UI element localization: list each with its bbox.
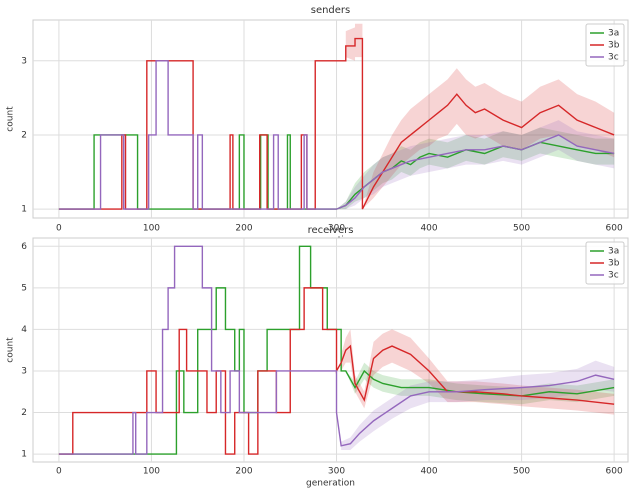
chart-title: senders (311, 5, 351, 16)
y-tick-label: 2 (21, 130, 27, 140)
x-tick-label: 200 (235, 224, 252, 234)
x-tick-label: 300 (328, 224, 345, 234)
chart-title: receivers (308, 225, 354, 236)
y-tick-label: 1 (21, 450, 27, 460)
confidence-band (341, 360, 615, 450)
y-tick-label: 4 (21, 325, 27, 335)
confidence-band (336, 127, 615, 210)
confidence-band (336, 120, 615, 210)
series-line (58, 245, 615, 455)
x-tick-label: 600 (606, 467, 623, 477)
confidence-band (341, 329, 615, 415)
legend-label: 3b (608, 259, 620, 269)
legend-label: 3a (608, 29, 619, 39)
y-tick-label: 2 (21, 408, 27, 418)
y-tick-label: 1 (21, 205, 27, 215)
legend-label: 3c (608, 53, 619, 63)
x-tick-label: 200 (235, 467, 252, 477)
x-tick-label: 0 (56, 224, 62, 234)
x-tick-label: 500 (513, 224, 530, 234)
x-tick-label: 0 (56, 467, 62, 477)
legend-box (585, 241, 625, 285)
legend-label: 3c (608, 271, 619, 281)
plot-area (32, 19, 629, 219)
y-tick-label: 3 (21, 56, 27, 66)
plot-area (32, 237, 629, 463)
x-tick-label: 300 (328, 467, 345, 477)
series-line (58, 287, 615, 455)
y-tick-label: 6 (21, 242, 27, 252)
y-axis-label: count (6, 106, 16, 132)
legend-box (585, 23, 625, 67)
x-tick-label: 500 (513, 467, 530, 477)
confidence-band (345, 23, 615, 210)
x-axis-label: generation (306, 479, 355, 489)
confidence-band (345, 362, 615, 405)
series-line (58, 245, 615, 455)
y-tick-label: 5 (21, 283, 27, 293)
y-tick-label: 3 (21, 366, 27, 376)
legend-label: 3b (608, 41, 620, 51)
x-tick-label: 600 (606, 224, 623, 234)
x-tick-label: 400 (420, 224, 437, 234)
series-line (58, 60, 615, 210)
y-axis-label: count (6, 337, 16, 363)
x-tick-label: 100 (143, 467, 160, 477)
x-tick-label: 400 (420, 467, 437, 477)
x-tick-label: 100 (143, 224, 160, 234)
legend-label: 3a (608, 247, 619, 257)
